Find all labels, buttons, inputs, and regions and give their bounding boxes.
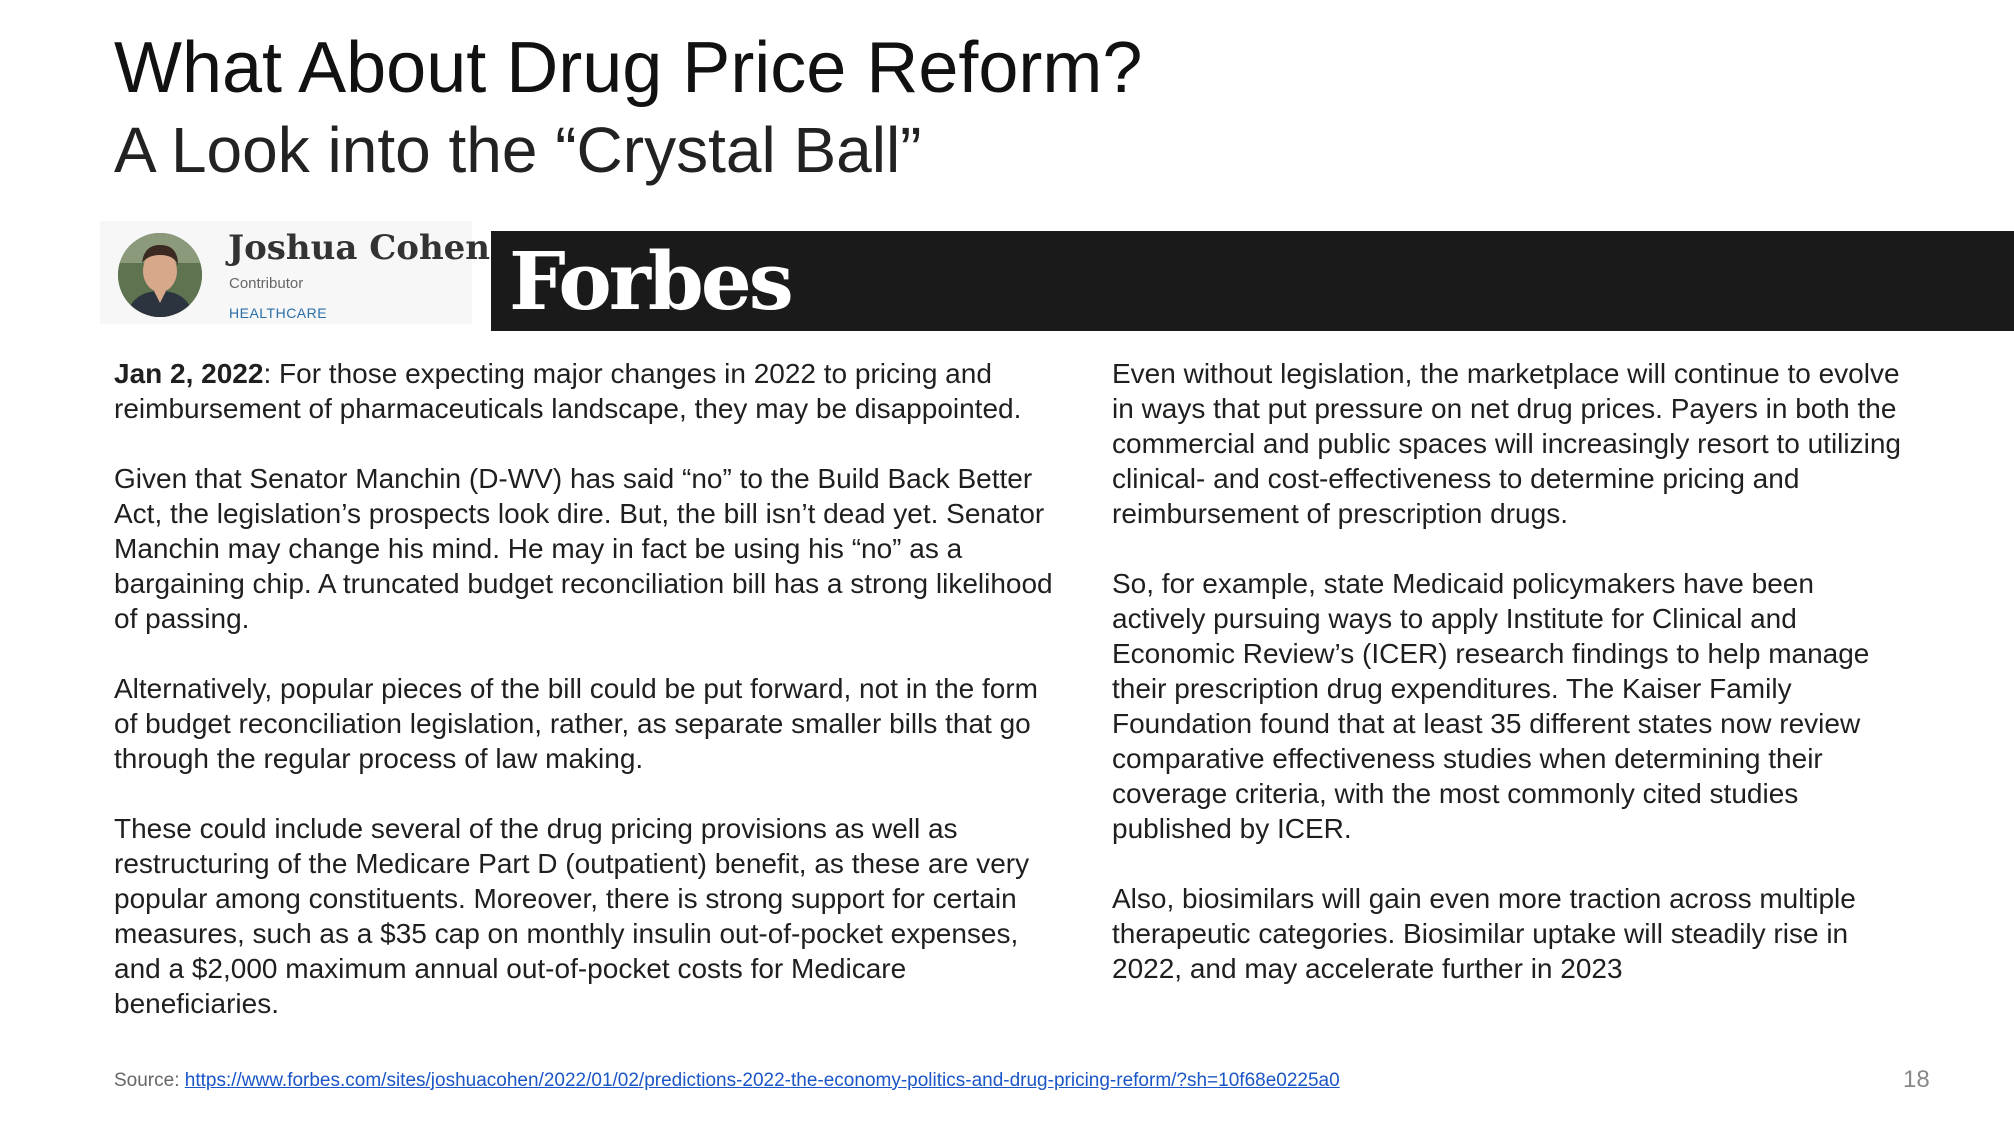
source-link[interactable]: https://www.forbes.com/sites/joshuacohen… (184, 1070, 1340, 1091)
author-photo-icon (118, 233, 202, 317)
author-card: Joshua Cohen Contributor HEALTHCARE (100, 221, 490, 324)
source-citation: Source: https://www.forbes.com/sites/jos… (114, 1070, 1340, 1092)
paragraph: Also, biosimilars will gain even more tr… (1112, 883, 1856, 984)
paragraph: Alternatively, popular pieces of the bil… (114, 673, 1038, 774)
author-name[interactable]: Joshua Cohen (228, 228, 491, 268)
paragraph: Jan 2, 2022: For those expecting major c… (114, 356, 1054, 426)
slide-subtitle: A Look into the “Crystal Ball” (114, 114, 922, 186)
article-date: Jan 2, 2022 (114, 358, 264, 389)
paragraph: Given that Senator Manchin (D-WV) has sa… (114, 463, 1053, 634)
paragraph: These could include several of the drug … (114, 813, 1030, 1019)
paragraph-text: : For those expecting major changes in 2… (114, 358, 1022, 424)
forbes-logo: Forbes (509, 234, 794, 328)
forbes-banner: Forbes (491, 231, 2014, 331)
page-number: 18 (1903, 1066, 1930, 1093)
author-avatar (118, 233, 202, 317)
left-column: Jan 2, 2022: For those expecting major c… (114, 356, 1054, 1056)
slide-title: What About Drug Price Reform? (114, 28, 1143, 108)
author-role: Contributor (229, 275, 304, 292)
author-section-link[interactable]: HEALTHCARE (229, 305, 328, 321)
right-column: Even without legislation, the marketplac… (1112, 356, 1912, 1021)
paragraph: Even without legislation, the marketplac… (1112, 358, 1901, 529)
paragraph: So, for example, state Medicaid policyma… (1112, 568, 1870, 844)
source-label: Source: (114, 1070, 185, 1091)
